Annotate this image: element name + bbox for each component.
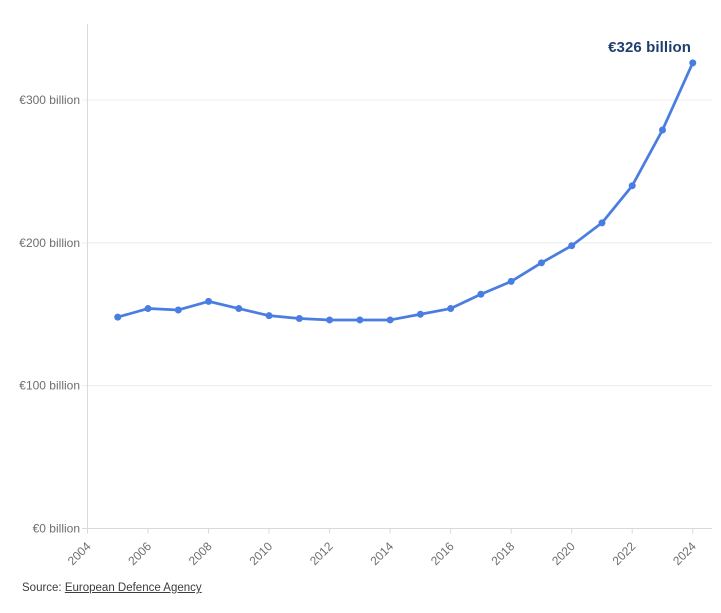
data-point-2022[interactable]: [628, 182, 636, 190]
y-tick-label: €300 billion: [19, 93, 80, 107]
data-point-2005[interactable]: [114, 313, 122, 321]
defence-expenditure-line-chart: €0 billion €100 billion €200 billion €300 b…: [19, 24, 712, 568]
data-point-2021[interactable]: [598, 219, 606, 227]
data-point-2011[interactable]: [295, 315, 303, 323]
data-point-2020[interactable]: [568, 242, 576, 250]
x-tick-label: 2018: [489, 539, 518, 568]
data-point-2023[interactable]: [658, 126, 666, 134]
x-tick-label: 2014: [367, 539, 396, 568]
data-point-2018[interactable]: [507, 277, 515, 285]
data-point-2024[interactable]: [689, 59, 697, 67]
data-point-2008[interactable]: [205, 297, 213, 305]
data-point-2009[interactable]: [235, 305, 243, 313]
data-point-2013[interactable]: [356, 316, 364, 324]
data-point-2010[interactable]: [265, 312, 273, 320]
y-tick-label: €200 billion: [19, 236, 80, 250]
x-tick-label: 2012: [307, 539, 336, 568]
source-note: Source: European Defence Agency: [22, 582, 202, 594]
data-point-2015[interactable]: [416, 310, 424, 318]
x-tick-label: 2008: [186, 539, 215, 568]
line-chart-area: €0 billion €100 billion €200 billion €300 b…: [19, 24, 712, 568]
max-value-annotation: €326 billion: [608, 39, 691, 56]
x-tick-label: 2020: [549, 539, 578, 568]
data-point-2006[interactable]: [144, 305, 152, 313]
data-point-2016[interactable]: [447, 305, 455, 313]
y-tick-label: €0 billion: [33, 522, 80, 536]
x-tick-label: 2022: [610, 539, 639, 568]
data-line: [116, 61, 695, 322]
x-tick-label: 2004: [65, 539, 94, 568]
x-tick-label: 2006: [125, 539, 154, 568]
data-point-2007[interactable]: [174, 306, 182, 314]
data-point-2019[interactable]: [537, 259, 545, 267]
data-point-2014[interactable]: [386, 316, 394, 324]
data-point-2012[interactable]: [326, 316, 334, 324]
x-tick-label: 2024: [670, 539, 699, 568]
x-tick-label: 2010: [246, 539, 275, 568]
source-prefix-label: Source:: [22, 582, 62, 594]
source-link[interactable]: European Defence Agency: [64, 582, 202, 594]
y-tick-label: €100 billion: [19, 379, 80, 393]
data-point-2017[interactable]: [477, 290, 485, 298]
x-tick-label: 2016: [428, 539, 457, 568]
